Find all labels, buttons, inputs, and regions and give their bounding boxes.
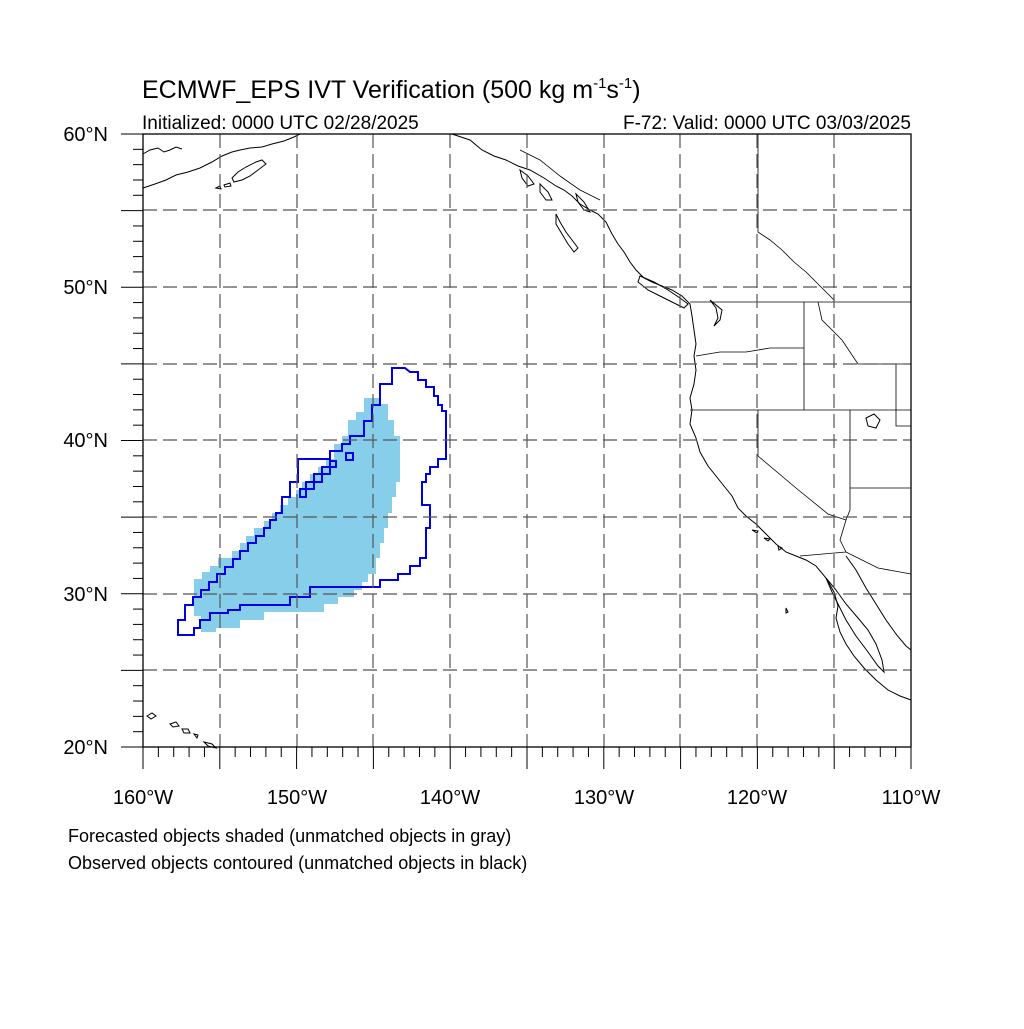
us-mexico-border	[799, 551, 912, 575]
lon-label-110w: 110°W	[882, 787, 941, 809]
haida-gwaii-islands	[555, 213, 579, 253]
lon-label-140w: 140°W	[420, 787, 480, 809]
lon-label-150w: 150°W	[267, 787, 327, 809]
longitude-labels: 160°W 150°W 140°W 130°W 120°W 110°W	[113, 787, 941, 809]
alaska-panhandle-islands	[519, 168, 592, 213]
lon-label-130w: 130°W	[574, 787, 634, 809]
wyoming-border	[895, 364, 911, 427]
lat-label-60n: 60°N	[63, 124, 108, 146]
lon-label-160w: 160°W	[113, 787, 173, 809]
california-arizona-border	[839, 519, 847, 553]
lat-label-40n: 40°N	[63, 430, 108, 452]
observed-object-inner-hole	[299, 460, 337, 498]
hawaii-islands	[146, 712, 218, 749]
footer-observed-note: Observed objects contoured (unmatched ob…	[68, 853, 527, 873]
initialized-time: Initialized: 0000 UTC 02/28/2025	[142, 113, 419, 134]
valid-time: F-72: Valid: 0000 UTC 03/03/2025	[623, 113, 911, 134]
baja-california	[825, 577, 885, 674]
latitude-labels: 60°N 50°N 40°N 30°N 20°N	[63, 124, 108, 759]
alaska-bc-border	[519, 149, 601, 201]
lat-label-30n: 30°N	[63, 584, 108, 606]
lon-label-120w: 120°W	[727, 787, 787, 809]
washington-oregon-border	[695, 347, 805, 410]
figure-title: ECMWF_EPS IVT Verification (500 kg m-1s-…	[142, 75, 641, 104]
channel-islands	[751, 529, 789, 614]
kodiak-island	[231, 159, 267, 183]
puget-sound	[709, 299, 723, 327]
lat-label-20n: 20°N	[63, 737, 108, 759]
observed-object-small-loop	[345, 452, 354, 461]
lat-lon-grid	[143, 134, 911, 747]
lat-label-50n: 50°N	[63, 277, 108, 299]
observed-object-contour	[177, 367, 447, 636]
nevada-boundary	[757, 410, 851, 521]
axis-ticks	[121, 133, 912, 769]
idaho-montana-border	[817, 301, 911, 365]
footer-forecast-note: Forecasted objects shaded (unmatched obj…	[68, 826, 511, 846]
gulf-of-california-east-shore	[845, 555, 912, 651]
north-america-west-coastline	[451, 133, 912, 701]
bc-alberta-border	[757, 134, 835, 301]
alaska-upper-coastline	[142, 146, 183, 155]
great-salt-lake	[865, 413, 881, 429]
alaska-peninsula-coastline	[142, 133, 301, 189]
alaska-small-islands	[214, 182, 232, 190]
